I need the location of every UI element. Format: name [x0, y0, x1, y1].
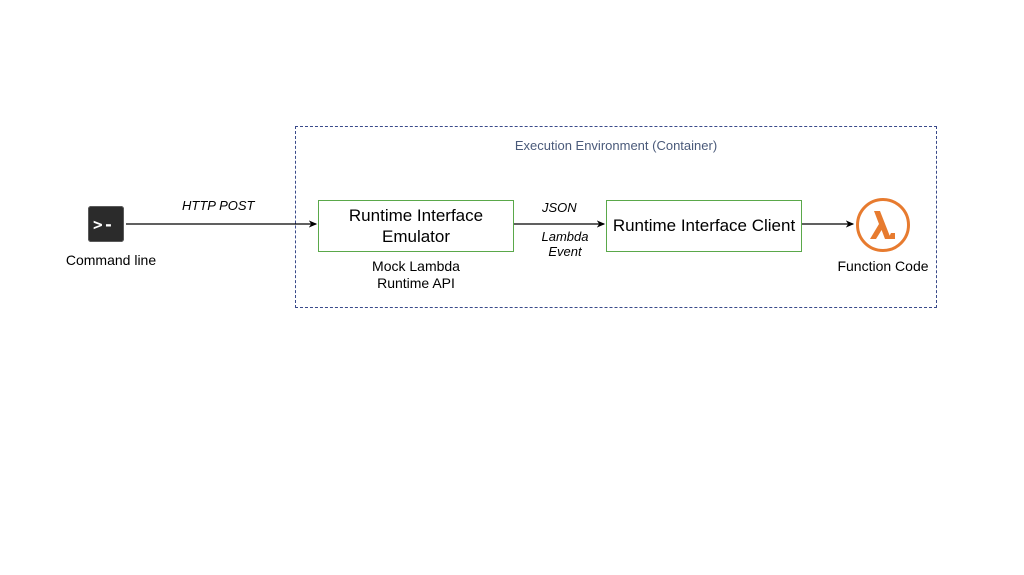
node-ric: Runtime Interface Client [606, 200, 802, 252]
function-code-label: Function Code [828, 258, 938, 274]
edge-label-json: JSON [542, 200, 577, 215]
lambda-icon [856, 198, 910, 252]
edge-label-lambda-event: LambdaEvent [530, 230, 600, 260]
execution-container-title: Execution Environment (Container) [496, 138, 736, 153]
node-rie-title: Runtime Interface Emulator [319, 205, 513, 248]
node-rie: Runtime Interface Emulator [318, 200, 514, 252]
node-rie-sublabel: Mock LambdaRuntime API [356, 258, 476, 292]
edge-label-http-post: HTTP POST [182, 198, 254, 213]
terminal-glyph: >- [93, 215, 114, 234]
lambda-glyph [868, 208, 898, 242]
terminal-icon: >- [88, 206, 124, 242]
node-ric-title: Runtime Interface Client [613, 215, 795, 236]
command-line-label: Command line [56, 252, 166, 268]
diagram-canvas: Execution Environment (Container) >- Com… [0, 0, 1024, 575]
